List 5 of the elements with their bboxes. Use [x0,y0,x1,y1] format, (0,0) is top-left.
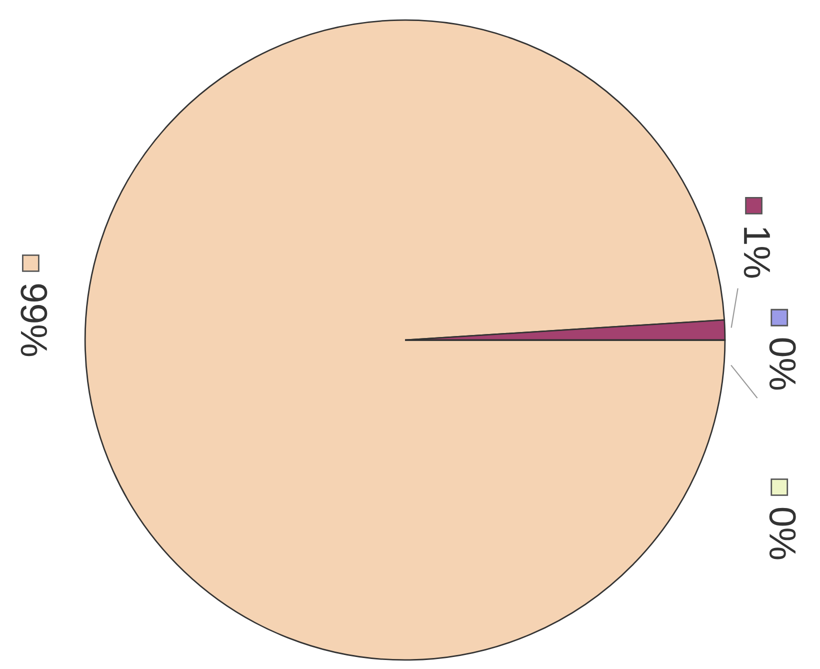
data-label: 1% [744,228,770,278]
pie-slice [84,19,726,661]
text: 0% [769,508,796,560]
data-label: 99% [20,284,48,356]
text: 0% [769,338,796,390]
